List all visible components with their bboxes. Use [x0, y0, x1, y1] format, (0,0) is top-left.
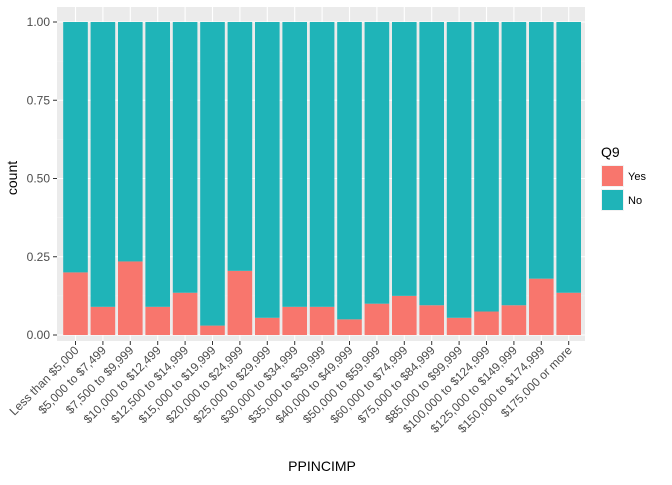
bar-yes	[501, 305, 527, 335]
bar-no	[309, 22, 335, 307]
bar-yes	[337, 319, 362, 335]
bar-yes	[364, 303, 390, 335]
bar-no	[282, 22, 307, 307]
x-axis: Less than $5,000$5,000 to $7,499$7,500 t…	[7, 341, 575, 436]
bar-yes	[529, 278, 554, 335]
bar-no	[227, 22, 253, 271]
bar-yes	[446, 317, 472, 335]
bar-no	[200, 22, 225, 326]
bar-yes	[419, 305, 444, 335]
legend-swatch-no	[602, 190, 623, 210]
bar-yes	[145, 306, 170, 335]
bar-yes	[118, 261, 143, 335]
legend-label-yes: Yes	[628, 171, 646, 183]
y-axis-title: count	[4, 161, 20, 195]
legend-label-no: No	[628, 195, 642, 207]
bar-no	[392, 22, 417, 296]
x-axis-title: PPINCIMP	[288, 458, 356, 474]
bar-no	[556, 22, 581, 293]
bars-group	[63, 22, 581, 335]
bar-no	[474, 22, 499, 312]
bar-yes	[474, 311, 499, 335]
bar-no	[446, 22, 472, 318]
bar-yes	[200, 325, 225, 335]
y-tick-label: 1.00	[27, 15, 51, 29]
bar-no	[529, 22, 554, 279]
legend-title: Q9	[601, 144, 620, 160]
y-tick-label: 0.00	[27, 328, 51, 342]
bar-yes	[255, 317, 280, 335]
y-axis: 0.00 0.25 0.50 0.75 1.00	[27, 15, 57, 342]
legend-swatch-yes	[602, 166, 623, 186]
y-tick-label: 0.25	[27, 250, 51, 264]
bar-no	[337, 22, 362, 320]
bar-no	[90, 22, 116, 307]
bar-yes	[172, 292, 198, 335]
y-tick-label: 0.50	[27, 172, 51, 186]
bar-yes	[90, 306, 116, 335]
bar-no	[255, 22, 280, 318]
bar-no	[419, 22, 444, 306]
bar-yes	[282, 306, 307, 335]
bar-no	[501, 22, 527, 306]
y-tick-label: 0.75	[27, 93, 51, 107]
bar-yes	[227, 270, 253, 335]
bar-no	[364, 22, 390, 304]
bar-yes	[63, 272, 88, 335]
bar-no	[172, 22, 198, 293]
bar-no	[63, 22, 88, 273]
legend: Q9 Yes No	[601, 144, 646, 211]
bar-no	[118, 22, 143, 262]
bar-yes	[309, 306, 335, 335]
bar-yes	[556, 292, 581, 335]
bar-no	[145, 22, 170, 307]
bar-yes	[392, 295, 417, 335]
